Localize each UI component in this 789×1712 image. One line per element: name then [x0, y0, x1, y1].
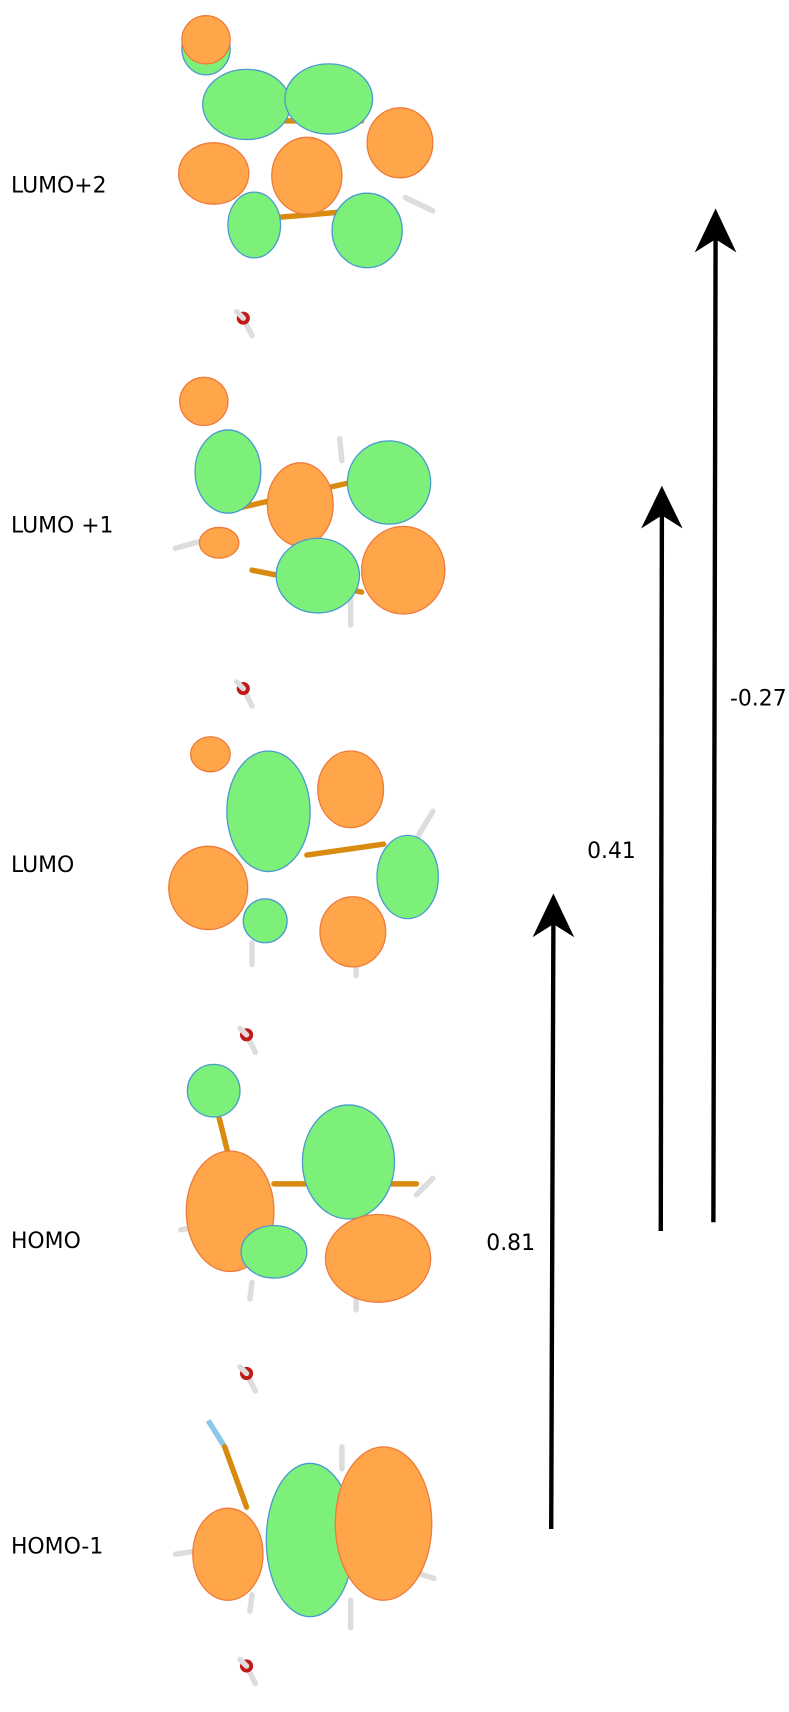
arrow — [695, 209, 737, 1223]
orbital-lumo — [169, 737, 439, 1053]
orbital-homo-minus-1 — [175, 1421, 434, 1684]
arrow — [641, 486, 683, 1231]
orbital-homo — [181, 1064, 433, 1391]
orbital-label: HOMO-1 — [11, 1535, 103, 1560]
page: {"orbitals": [ {"label": "LUMO+2"}, {"la… — [0, 0, 789, 1708]
transition-value: -0.27 — [730, 686, 787, 711]
figure: LUMO+2 LUMO +1 LUMO HOMO HOMO-1 0.81 0.4… — [0, 0, 789, 1708]
transition-value: 0.41 — [587, 839, 636, 864]
orbital-lumo-plus-2 — [179, 16, 433, 336]
arrow — [533, 893, 575, 1529]
orbital-label: HOMO — [11, 1229, 81, 1254]
orbital-label: LUMO +1 — [11, 513, 114, 538]
orbital-label: LUMO — [11, 853, 74, 878]
orbital-label: LUMO+2 — [11, 174, 107, 199]
transition-value: 0.81 — [486, 1231, 535, 1256]
orbital-lumo-plus-1 — [175, 377, 445, 706]
